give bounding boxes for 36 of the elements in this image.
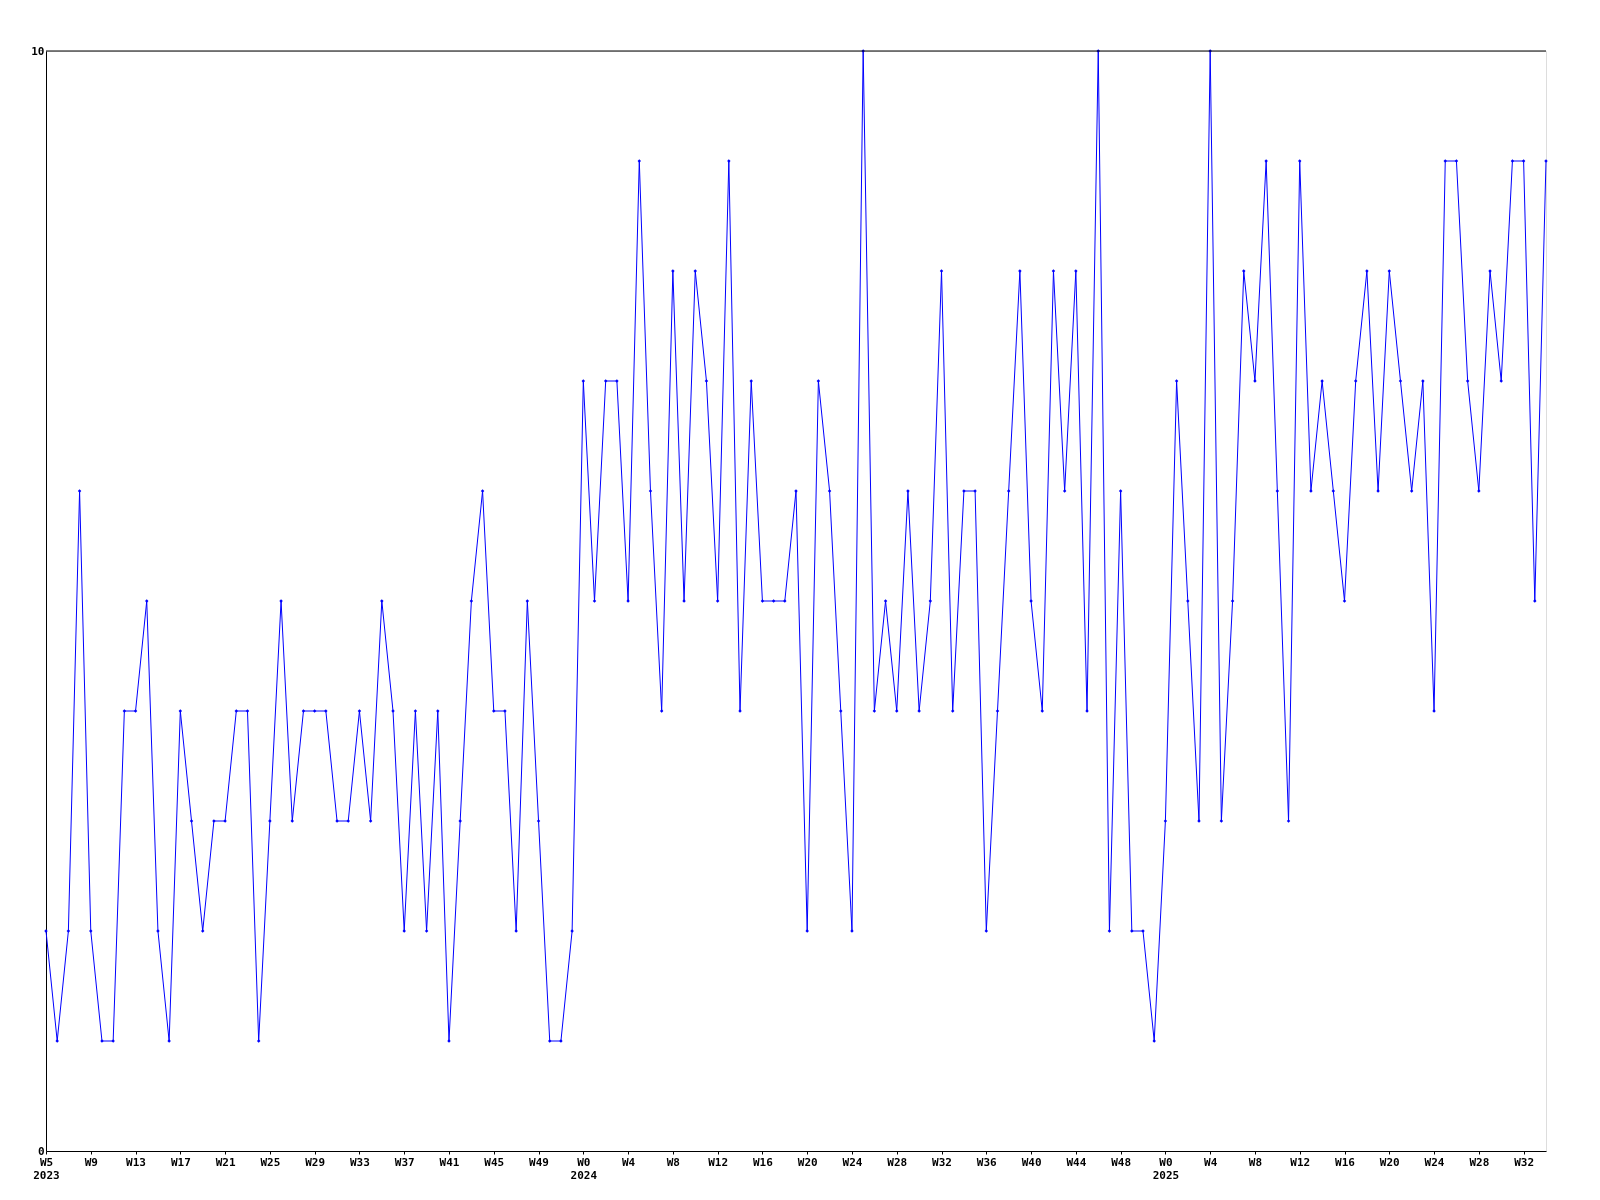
x-tick-label: W36 xyxy=(976,1155,998,1169)
x-tick-label: W4 xyxy=(1204,1155,1218,1169)
x-tick-label: W32 xyxy=(932,1155,952,1169)
x-tick-label: W0 2024 xyxy=(570,1155,598,1182)
x-tick-label: W4 xyxy=(621,1155,636,1169)
x-tick-label: W13 xyxy=(126,1155,146,1169)
x-tick-label: W8 xyxy=(1248,1155,1263,1169)
x-tick-label: W33 xyxy=(350,1155,370,1169)
x-tick-label: W9 xyxy=(84,1155,98,1169)
x-tick-label: W25 xyxy=(260,1155,281,1169)
x-tick-label: W32 xyxy=(1514,1155,1535,1169)
x-tick-label: W41 xyxy=(439,1155,460,1169)
x-tick-label: W49 xyxy=(529,1155,549,1169)
y-tick-label: 10 xyxy=(31,44,45,58)
x-tick-label: W44 xyxy=(1066,1155,1087,1169)
x-tick-label: W24 xyxy=(1424,1155,1445,1169)
x-tick-label: W20 xyxy=(797,1155,818,1169)
x-tick-label: W24 xyxy=(842,1155,863,1169)
x-tick-label: W21 xyxy=(215,1155,236,1169)
x-tick-label: W0 2025 xyxy=(1152,1155,1180,1182)
y-tick-label: 0 xyxy=(37,1144,45,1158)
x-tick-label: W8 xyxy=(666,1155,680,1169)
x-tick-label: W40 xyxy=(1021,1155,1042,1169)
x-tick-label: W28 xyxy=(1469,1155,1490,1169)
x-tick-label: W45 xyxy=(484,1155,505,1169)
x-tick-label: W12 xyxy=(708,1155,729,1169)
x-tick-label: W20 xyxy=(1379,1155,1400,1169)
x-tick-label: W5 2023 xyxy=(33,1155,60,1182)
x-tick-label: W16 xyxy=(752,1155,774,1169)
x-tick-label: W48 xyxy=(1111,1155,1132,1169)
x-tick-label: W16 xyxy=(1335,1155,1356,1169)
x-tick-label: W12 xyxy=(1290,1155,1311,1169)
x-tick-label: W28 xyxy=(887,1155,908,1169)
x-tick-label: W29 xyxy=(305,1155,326,1169)
x-tick-label: W37 xyxy=(394,1155,415,1169)
x-tick-label: W17 xyxy=(170,1155,191,1169)
